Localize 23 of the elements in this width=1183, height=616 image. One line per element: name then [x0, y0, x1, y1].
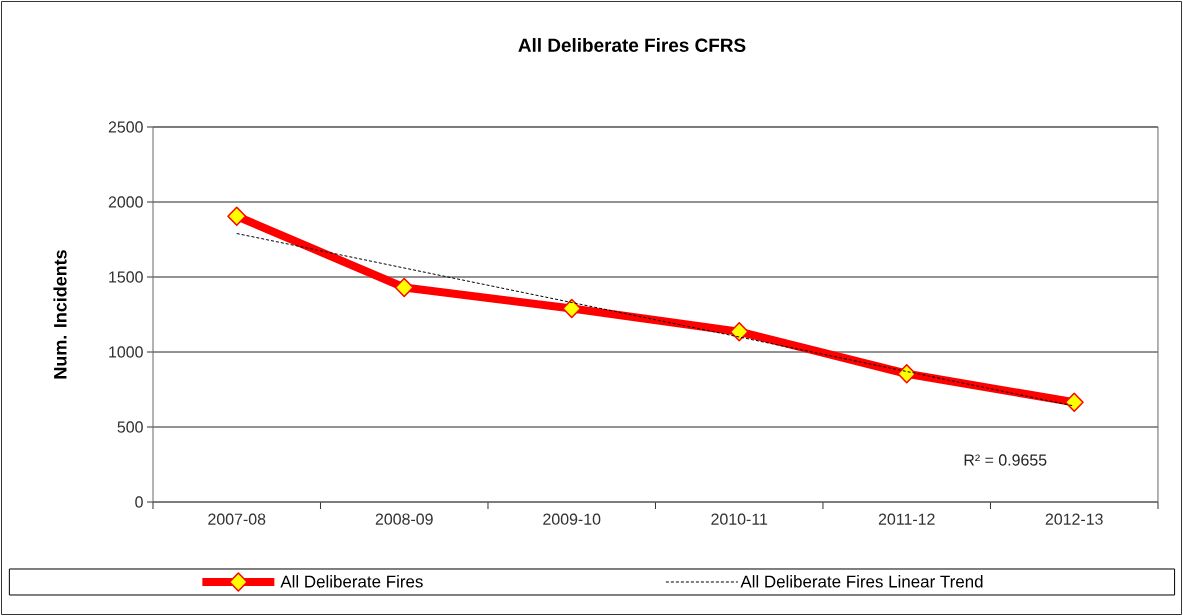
chart-title: All Deliberate Fires CFRS [518, 38, 746, 52]
y-tick-label: 0 [135, 496, 143, 508]
point [897, 364, 917, 384]
annotation: R² = 0.9655 [964, 454, 1047, 466]
point [729, 322, 749, 342]
y-tick-label: 2000 [108, 196, 143, 208]
y-tick-label: 1000 [109, 346, 143, 358]
x-tick-label: 2012-13 [1045, 513, 1103, 525]
x-tick-label: 2009-10 [543, 513, 601, 525]
x-tick-label: 2008-09 [375, 513, 433, 525]
legend-label: All Deliberate Fires [280, 575, 423, 588]
point [227, 206, 247, 226]
x-tick-label: 2010-11 [711, 513, 768, 525]
x-tick-label: 2011-12 [878, 513, 935, 525]
point [394, 277, 414, 298]
point [562, 298, 582, 319]
y-tick-label: 500 [117, 421, 143, 433]
y-axis-title: Num. Incidents [53, 250, 67, 379]
x-tick-label: 2007-08 [208, 513, 266, 525]
y-tick-label: 1500 [109, 271, 143, 283]
point [1064, 392, 1084, 412]
y-tick-label: 2500 [108, 121, 143, 133]
legend-label: All Deliberate Fires Linear Trend [740, 575, 983, 588]
